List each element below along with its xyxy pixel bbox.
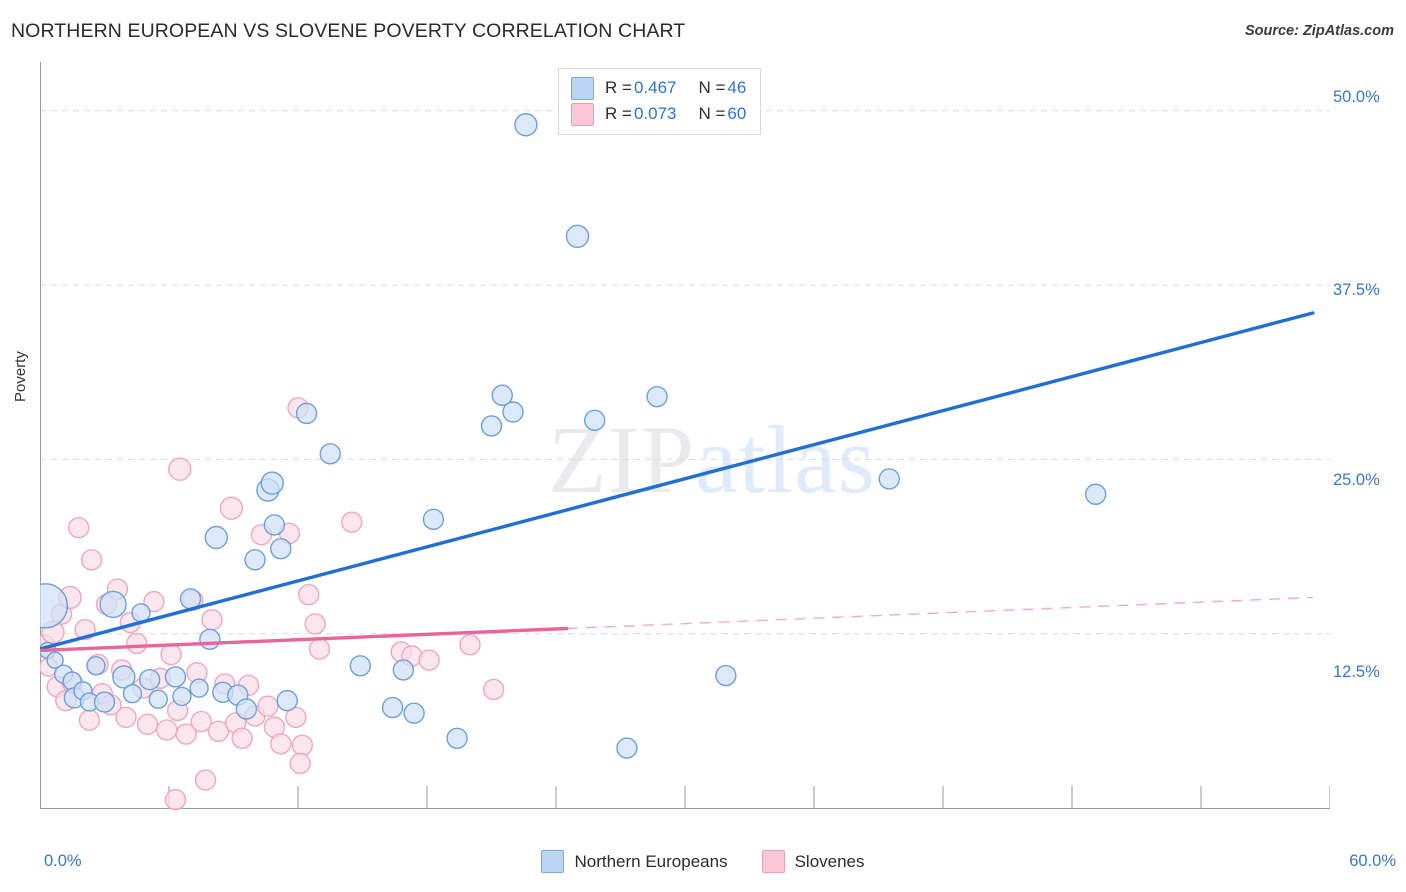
- y-axis-tick-label: 50.0%: [1333, 88, 1380, 106]
- r-value-slovenes: 0.073: [633, 104, 677, 123]
- y-axis-tick-label: 25.0%: [1333, 471, 1380, 489]
- northern-europeans-points: [40, 113, 1107, 759]
- x-tick-marks: [168, 786, 1330, 808]
- legend-item-slovenes[interactable]: Slovenes: [761, 850, 865, 873]
- plot-area: [40, 62, 1330, 830]
- legend-label-slovenes: Slovenes: [794, 851, 865, 871]
- y-axis-tick-label: 37.5%: [1333, 281, 1380, 299]
- r-label-slovenes: R =: [605, 104, 632, 123]
- x-axis-max-label: 60.0%: [1349, 852, 1396, 870]
- n-value-slovenes: 60: [727, 104, 747, 123]
- y-axis-title: Poverty: [12, 351, 29, 402]
- n-value-northern-europeans: 46: [727, 78, 747, 97]
- stats-row-slovenes: R = 0.073 N = 60: [571, 101, 746, 127]
- stats-row-northern-europeans: R = 0.467 N = 46: [571, 75, 746, 101]
- legend-swatch-northern-europeans: [571, 76, 594, 100]
- correlation-stats-legend: R = 0.467 N = 46 R = 0.073 N = 60: [558, 68, 762, 135]
- legend-swatch-slovenes: [571, 102, 594, 126]
- gridlines: [40, 110, 1330, 635]
- scatter-svg: [40, 62, 1330, 811]
- page-title: NORTHERN EUROPEAN VS SLOVENE POVERTY COR…: [11, 20, 686, 42]
- legend-marker-slovenes: [761, 850, 785, 873]
- y-axis-tick-label: 12.5%: [1333, 663, 1380, 681]
- r-label-northern-europeans: R =: [605, 78, 632, 97]
- x-axis-min-label: 0.0%: [44, 852, 82, 870]
- trend-lines: [40, 311, 1315, 653]
- source-attribution: Source: ZipAtlas.com: [1244, 23, 1394, 39]
- n-label-northern-europeans: N =: [698, 78, 726, 97]
- r-value-northern-europeans: 0.467: [633, 78, 677, 97]
- legend-label-northern-europeans: Northern Europeans: [574, 851, 728, 871]
- legend-marker-northern-europeans: [541, 850, 565, 873]
- legend-item-northern-europeans[interactable]: Northern Europeans: [541, 850, 728, 873]
- n-label-slovenes: N =: [698, 104, 726, 123]
- axis-lines: [40, 62, 1330, 809]
- series-legend: Northern Europeans Slovenes: [0, 850, 1406, 873]
